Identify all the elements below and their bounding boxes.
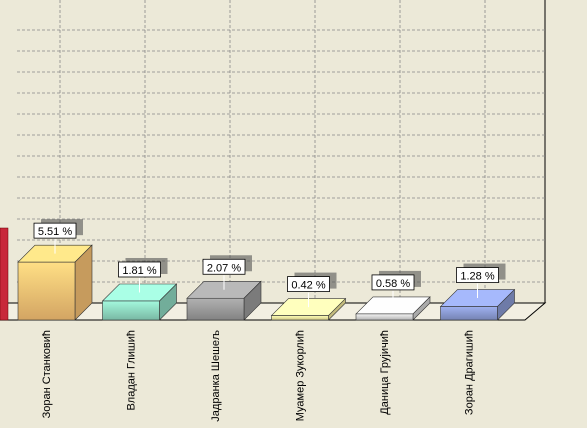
label-box [287, 276, 330, 292]
bar [102, 300, 160, 321]
partial-bar-front [0, 227, 9, 321]
value-label: 5.51 % [38, 226, 72, 238]
x-tick-label: Владан Глишић [126, 330, 138, 411]
bar-group: 0.58 % [355, 270, 431, 321]
bar [17, 261, 76, 321]
bar [271, 315, 329, 321]
bar-group: 1.28 % [439, 263, 516, 321]
label-box [456, 267, 499, 283]
x-tick-label: Даница Грујичић [379, 330, 391, 415]
value-label: 1.28 % [460, 271, 494, 283]
value-label: 2.07 % [207, 262, 241, 274]
x-tick-label: Зоран Станковић [41, 330, 53, 418]
bar-group: 1.81 % [101, 257, 178, 321]
bar-group: 5.51 % [17, 219, 93, 321]
value-label: 0.42 % [291, 280, 325, 292]
partial-bar [0, 227, 9, 321]
label-box [33, 222, 77, 239]
bar [186, 297, 245, 321]
bar [440, 306, 498, 321]
label-box [371, 274, 415, 291]
bar-group: 2.07 % [186, 255, 262, 321]
bar-group: 0.42 % [270, 272, 347, 321]
value-label: 1.81 % [122, 265, 156, 277]
back-wall [17, 0, 546, 303]
label-box [202, 258, 246, 275]
value-label: 0.58 % [376, 278, 410, 290]
x-tick-label: Зоран Драгишић [464, 330, 476, 415]
label-box [118, 261, 161, 278]
bar [355, 313, 414, 321]
x-tick-label: Јадранка Шешељ [210, 330, 222, 422]
x-tick-label: Муамер Зукорлић [295, 330, 307, 421]
